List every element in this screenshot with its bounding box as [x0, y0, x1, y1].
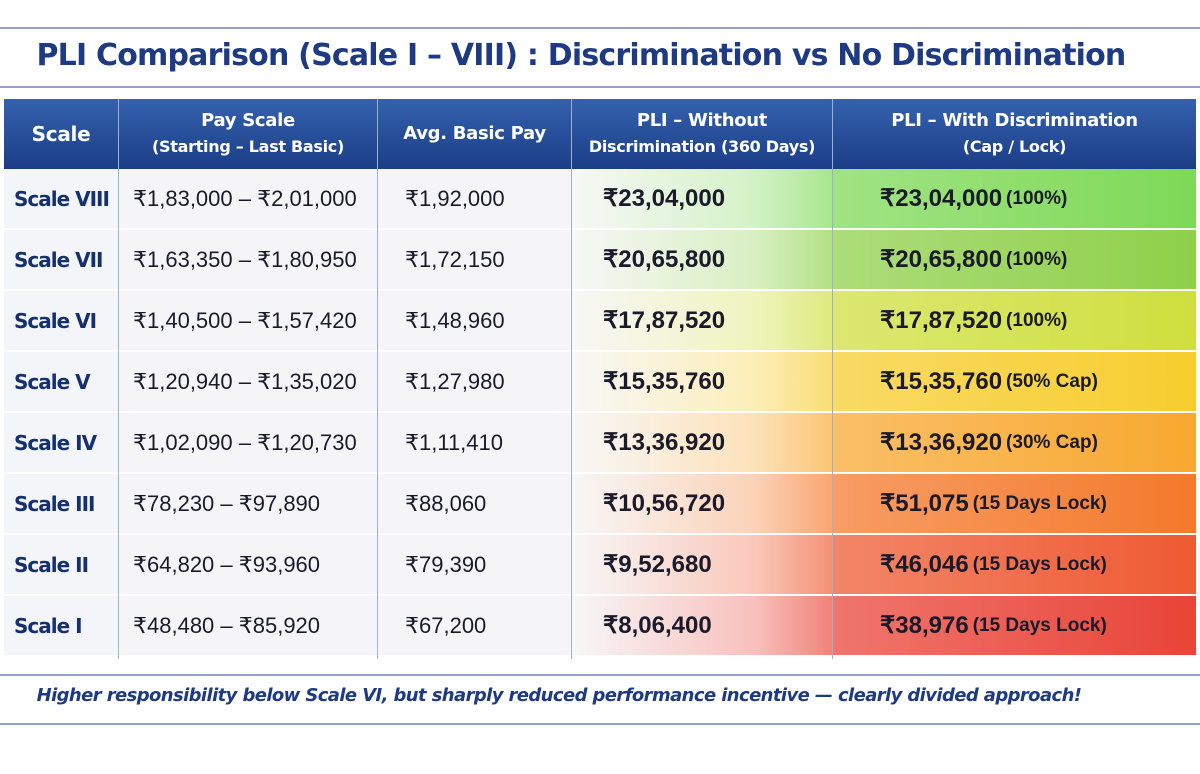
pli-with-cell: ₹20,65,800 (100%) — [833, 230, 1196, 289]
pli-without-cell: ₹9,52,680 — [572, 535, 832, 594]
top-rule — [0, 27, 1200, 29]
avg-basic-cell: ₹1,48,960 — [378, 291, 571, 350]
header-scale: Scale — [31, 122, 91, 146]
table-row: Scale VI ₹1,40,500 – ₹1,57,420 ₹1,48,960… — [4, 291, 1196, 352]
pli-without-cell: ₹23,04,000 — [572, 169, 832, 228]
pli-with-cell: ₹13,36,920 (30% Cap) — [833, 413, 1196, 472]
pli-with-cell: ₹23,04,000 (100%) — [833, 169, 1196, 228]
table-body: Scale VIII ₹1,83,000 – ₹2,01,000 ₹1,92,0… — [4, 169, 1196, 659]
table-row: Scale V ₹1,20,940 – ₹1,35,020 ₹1,27,980 … — [4, 352, 1196, 413]
pli-with-value: ₹51,075 — [880, 490, 969, 517]
column-divider — [832, 99, 833, 659]
header-avg-basic: Avg. Basic Pay — [403, 123, 546, 144]
table-row: Scale III ₹78,230 – ₹97,890 ₹88,060 ₹10,… — [4, 474, 1196, 535]
avg-basic-cell: ₹1,92,000 — [378, 169, 571, 228]
pay-scale-cell: ₹78,230 – ₹97,890 — [119, 474, 377, 533]
pay-scale-cell: ₹1,63,350 – ₹1,80,950 — [119, 230, 377, 289]
pli-with-cell: ₹17,87,520 (100%) — [833, 291, 1196, 350]
table-row: Scale I ₹48,480 – ₹85,920 ₹67,200 ₹8,06,… — [4, 596, 1196, 657]
header-without-discrimination: PLI – Without Discrimination (360 Days) — [588, 110, 816, 156]
pli-with-cell: ₹15,35,760 (50% Cap) — [833, 352, 1196, 411]
pli-with-note: (15 Days Lock) — [972, 492, 1107, 514]
header-pay-scale: Pay Scale (Starting – Last Basic) — [152, 110, 344, 156]
pli-with-note: (15 Days Lock) — [972, 553, 1107, 575]
pay-scale-cell: ₹48,480 – ₹85,920 — [119, 596, 377, 655]
pli-with-note: (100%) — [1006, 248, 1068, 270]
pli-with-note: (100%) — [1006, 187, 1068, 209]
header-with-discrimination: PLI – With Discrimination (Cap / Lock) — [891, 110, 1138, 156]
pli-without-cell: ₹17,87,520 — [572, 291, 832, 350]
pli-with-note: (50% Cap) — [1006, 370, 1098, 392]
pli-with-value: ₹20,65,800 — [880, 246, 1003, 273]
table-header: Scale Pay Scale (Starting – Last Basic) … — [4, 99, 1196, 169]
avg-basic-cell: ₹67,200 — [378, 596, 571, 655]
pli-with-value: ₹38,976 — [880, 612, 969, 639]
table-row: Scale II ₹64,820 – ₹93,960 ₹79,390 ₹9,52… — [4, 535, 1196, 596]
pli-with-note: (15 Days Lock) — [972, 614, 1107, 636]
pli-with-value: ₹15,35,760 — [880, 368, 1003, 395]
pli-with-value: ₹17,87,520 — [880, 307, 1003, 334]
scale-cell: Scale IV — [4, 413, 118, 472]
pli-without-cell: ₹20,65,800 — [572, 230, 832, 289]
pli-with-value: ₹23,04,000 — [880, 185, 1003, 212]
pli-without-cell: ₹15,35,760 — [572, 352, 832, 411]
pli-with-note: (30% Cap) — [1006, 431, 1098, 453]
pay-scale-cell: ₹1,83,000 – ₹2,01,000 — [119, 169, 377, 228]
avg-basic-cell: ₹79,390 — [378, 535, 571, 594]
scale-cell: Scale I — [4, 596, 118, 655]
scale-cell: Scale VI — [4, 291, 118, 350]
avg-basic-cell: ₹1,72,150 — [378, 230, 571, 289]
table-row: Scale VIII ₹1,83,000 – ₹2,01,000 ₹1,92,0… — [4, 169, 1196, 230]
pli-without-cell: ₹13,36,920 — [572, 413, 832, 472]
column-divider — [377, 99, 378, 659]
scale-cell: Scale VIII — [4, 169, 118, 228]
avg-basic-cell: ₹1,11,410 — [378, 413, 571, 472]
page-title: PLI Comparison (Scale I – VIII) : Discri… — [36, 38, 1127, 73]
scale-cell: Scale II — [4, 535, 118, 594]
avg-basic-cell: ₹88,060 — [378, 474, 571, 533]
footer-bottom-rule — [0, 723, 1200, 725]
pay-scale-cell: ₹1,20,940 – ₹1,35,020 — [119, 352, 377, 411]
scale-cell: Scale V — [4, 352, 118, 411]
pli-with-value: ₹13,36,920 — [880, 429, 1003, 456]
column-divider — [118, 99, 119, 659]
pay-scale-cell: ₹1,40,500 – ₹1,57,420 — [119, 291, 377, 350]
pli-without-cell: ₹8,06,400 — [572, 596, 832, 655]
title-underline — [0, 86, 1200, 88]
pay-scale-cell: ₹1,02,090 – ₹1,20,730 — [119, 413, 377, 472]
scale-cell: Scale VII — [4, 230, 118, 289]
pay-scale-cell: ₹64,820 – ₹93,960 — [119, 535, 377, 594]
footer-top-rule — [0, 674, 1200, 676]
pli-with-cell: ₹38,976 (15 Days Lock) — [833, 596, 1196, 655]
column-divider — [571, 99, 572, 659]
pli-with-cell: ₹51,075 (15 Days Lock) — [833, 474, 1196, 533]
footer-note: Higher responsibility below Scale VI, bu… — [36, 685, 1082, 706]
table-row: Scale IV ₹1,02,090 – ₹1,20,730 ₹1,11,410… — [4, 413, 1196, 474]
scale-cell: Scale III — [4, 474, 118, 533]
avg-basic-cell: ₹1,27,980 — [378, 352, 571, 411]
pli-without-cell: ₹10,56,720 — [572, 474, 832, 533]
pli-with-note: (100%) — [1006, 309, 1068, 331]
pli-with-cell: ₹46,046 (15 Days Lock) — [833, 535, 1196, 594]
table-row: Scale VII ₹1,63,350 – ₹1,80,950 ₹1,72,15… — [4, 230, 1196, 291]
pli-with-value: ₹46,046 — [880, 551, 969, 578]
